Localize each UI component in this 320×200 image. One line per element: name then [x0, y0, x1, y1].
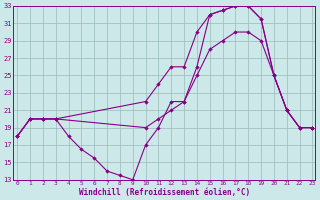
X-axis label: Windchill (Refroidissement éolien,°C): Windchill (Refroidissement éolien,°C) [79, 188, 250, 197]
